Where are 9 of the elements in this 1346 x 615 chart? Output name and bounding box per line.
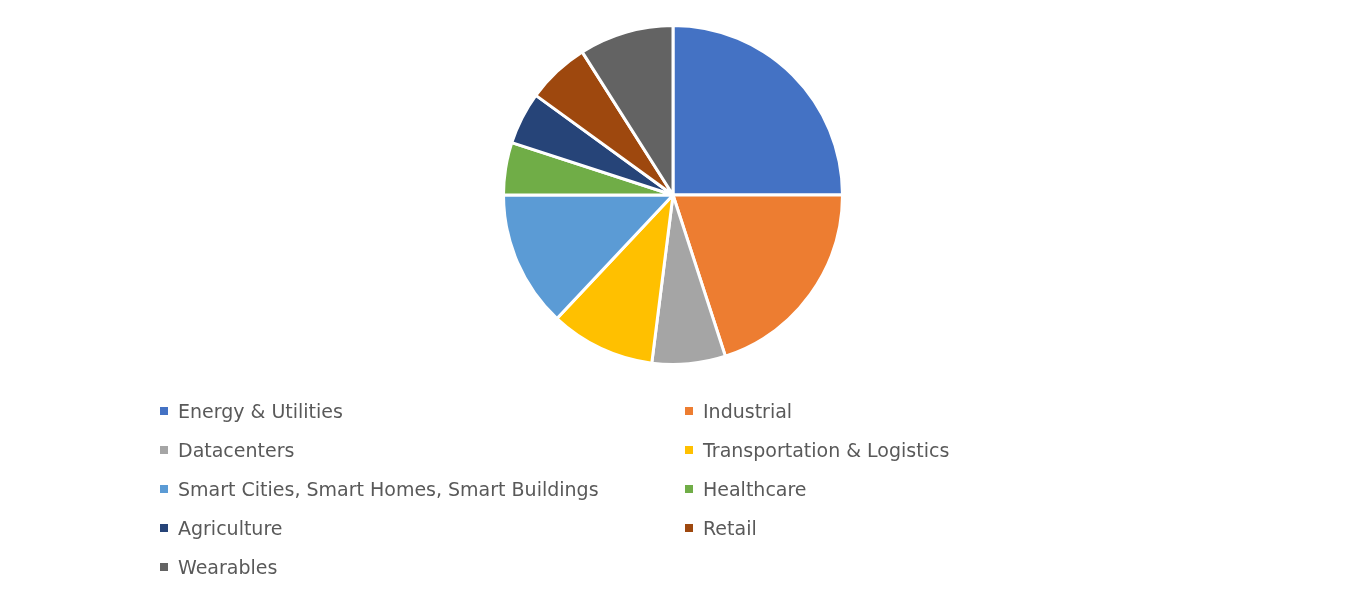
legend-label: Industrial [703, 400, 793, 422]
legend-label: Energy & Utilities [178, 400, 343, 422]
legend-label: Retail [703, 517, 757, 539]
legend-label: Transportation & Logistics [703, 439, 950, 461]
legend-label: Wearables [178, 556, 278, 578]
legend-label: Datacenters [178, 439, 295, 461]
legend-label: Smart Cities, Smart Homes, Smart Buildings [178, 478, 599, 500]
legend-label: Agriculture [178, 517, 283, 539]
legend-label: Healthcare [703, 478, 807, 500]
